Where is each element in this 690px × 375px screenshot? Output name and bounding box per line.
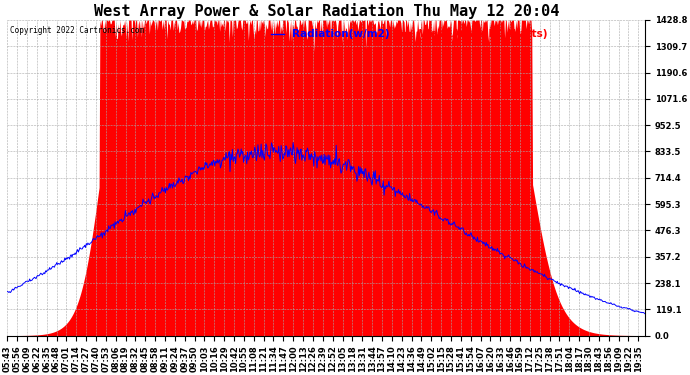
Title: West Array Power & Solar Radiation Thu May 12 20:04: West Array Power & Solar Radiation Thu M…: [94, 3, 559, 19]
Legend: Radiation(w/m2), West Array(DC Watts): Radiation(w/m2), West Array(DC Watts): [267, 25, 551, 44]
Text: Copyright 2022 Cartronics.com: Copyright 2022 Cartronics.com: [10, 26, 145, 35]
